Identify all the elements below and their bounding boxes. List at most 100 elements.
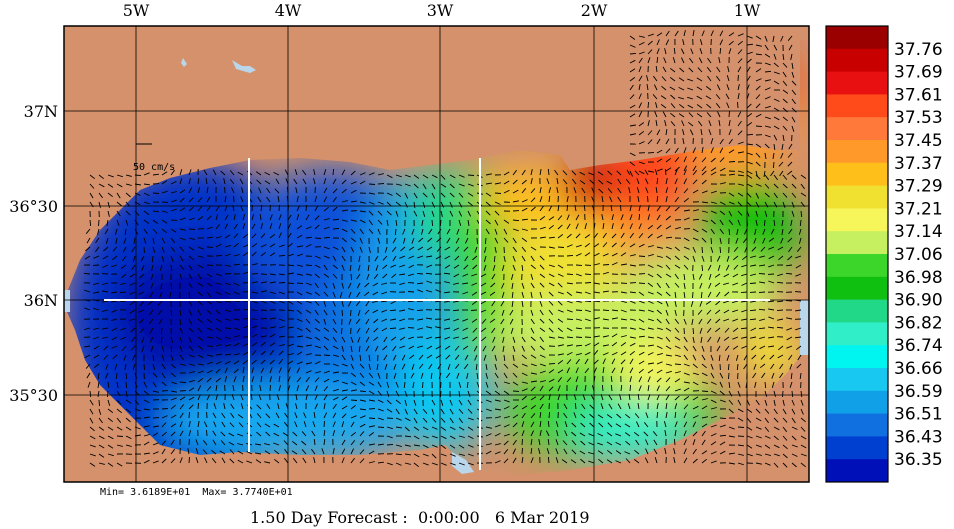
current-arrow bbox=[778, 161, 784, 167]
current-arrow bbox=[161, 363, 166, 370]
current-arrow bbox=[503, 433, 510, 437]
current-arrow bbox=[719, 182, 726, 185]
current-arrow bbox=[584, 358, 589, 365]
current-arrow bbox=[512, 219, 520, 222]
current-arrow bbox=[629, 384, 632, 392]
current-arrow bbox=[381, 318, 388, 322]
current-arrow bbox=[494, 246, 497, 253]
current-arrow bbox=[311, 448, 316, 455]
current-arrow bbox=[710, 138, 714, 145]
current-arrow bbox=[260, 350, 266, 356]
current-arrow bbox=[269, 281, 276, 284]
current-arrow bbox=[746, 408, 753, 413]
current-arrow bbox=[701, 345, 705, 352]
current-arrow bbox=[737, 111, 742, 118]
current-arrow bbox=[749, 318, 757, 321]
current-arrow bbox=[575, 358, 580, 365]
current-arrow bbox=[717, 264, 721, 271]
current-arrow bbox=[692, 345, 697, 352]
current-arrow bbox=[255, 443, 262, 446]
current-arrow bbox=[674, 246, 680, 252]
current-arrow bbox=[89, 183, 95, 189]
current-arrow bbox=[791, 399, 795, 406]
current-arrow bbox=[323, 196, 328, 203]
current-arrow bbox=[133, 237, 136, 244]
current-arrow bbox=[386, 210, 392, 216]
current-arrow bbox=[120, 282, 127, 286]
current-arrow bbox=[750, 264, 757, 267]
current-arrow bbox=[660, 104, 667, 109]
current-arrow bbox=[203, 421, 208, 428]
current-arrow bbox=[130, 345, 136, 351]
current-arrow bbox=[160, 282, 163, 289]
current-arrow bbox=[152, 372, 158, 378]
current-arrow bbox=[116, 381, 119, 388]
current-arrow bbox=[98, 435, 105, 440]
current-arrow bbox=[440, 444, 447, 449]
current-arrow bbox=[611, 223, 614, 230]
current-arrow bbox=[557, 300, 563, 306]
current-arrow bbox=[323, 394, 328, 401]
current-arrow bbox=[206, 318, 213, 323]
current-arrow bbox=[440, 408, 445, 415]
current-arrow bbox=[305, 327, 311, 333]
current-arrow bbox=[701, 381, 708, 385]
current-arrow bbox=[458, 426, 465, 431]
current-arrow bbox=[224, 234, 231, 239]
colorbar-label: 36.43 bbox=[894, 427, 943, 447]
current-arrow bbox=[629, 35, 636, 40]
current-arrow bbox=[453, 282, 460, 285]
current-arrow bbox=[413, 417, 418, 424]
current-arrow bbox=[170, 208, 177, 212]
current-arrow bbox=[197, 291, 203, 297]
current-arrow bbox=[503, 406, 510, 410]
current-arrow bbox=[638, 282, 646, 285]
current-arrow bbox=[129, 309, 136, 314]
current-arrow bbox=[557, 377, 563, 383]
current-arrow bbox=[377, 399, 384, 403]
current-arrow bbox=[647, 253, 654, 257]
current-arrow bbox=[689, 57, 694, 64]
current-arrow bbox=[440, 462, 447, 466]
current-arrow bbox=[359, 449, 365, 455]
current-arrow bbox=[323, 430, 326, 437]
current-arrow bbox=[629, 223, 633, 230]
current-arrow bbox=[512, 431, 518, 437]
current-arrow bbox=[764, 174, 770, 181]
current-arrow bbox=[548, 187, 552, 194]
current-arrow bbox=[143, 210, 150, 215]
current-arrow bbox=[323, 336, 330, 341]
current-arrow bbox=[454, 255, 460, 261]
current-arrow bbox=[170, 246, 176, 252]
current-arrow bbox=[755, 125, 763, 128]
current-arrow bbox=[557, 344, 564, 347]
current-arrow bbox=[341, 430, 345, 437]
current-arrow bbox=[656, 327, 663, 331]
current-arrow bbox=[733, 264, 739, 270]
current-arrow bbox=[503, 416, 510, 419]
current-arrow bbox=[773, 201, 778, 208]
current-arrow bbox=[393, 372, 397, 379]
field-blob bbox=[570, 400, 690, 460]
current-arrow bbox=[728, 462, 735, 465]
current-arrow bbox=[782, 62, 788, 68]
current-arrow bbox=[755, 183, 762, 187]
current-arrow bbox=[107, 174, 114, 178]
current-arrow bbox=[755, 399, 760, 406]
current-arrow bbox=[710, 354, 714, 361]
current-arrow bbox=[401, 354, 406, 361]
current-arrow bbox=[170, 282, 173, 290]
current-arrow bbox=[743, 354, 748, 361]
current-arrow bbox=[655, 120, 658, 127]
current-arrow bbox=[638, 376, 643, 383]
current-arrow bbox=[593, 282, 600, 285]
current-arrow bbox=[368, 363, 371, 370]
current-arrow bbox=[647, 362, 654, 365]
current-arrow bbox=[530, 178, 533, 185]
current-arrow bbox=[742, 255, 748, 261]
current-arrow bbox=[311, 430, 316, 437]
current-arrow bbox=[503, 171, 510, 176]
current-arrow bbox=[656, 403, 659, 410]
current-arrow bbox=[404, 399, 407, 406]
current-arrow bbox=[215, 214, 219, 221]
